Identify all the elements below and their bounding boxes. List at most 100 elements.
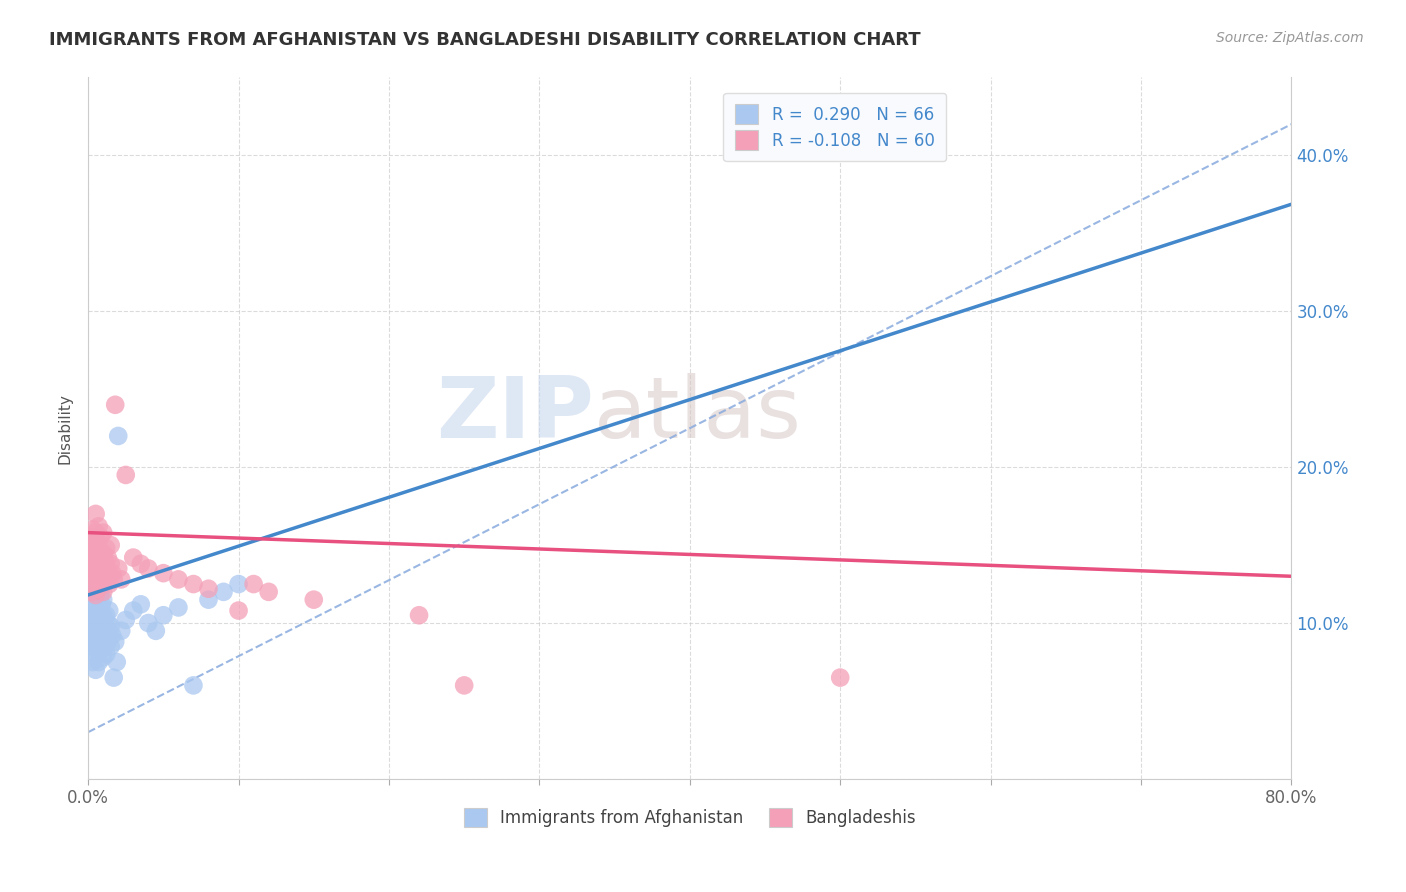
Point — [80, 530, 103, 544]
Point — [93, 554, 115, 568]
Y-axis label: Disability: Disability — [58, 392, 72, 464]
Point — [830, 671, 852, 685]
Point — [87, 597, 110, 611]
Point — [93, 573, 115, 587]
Point — [84, 592, 107, 607]
Point — [90, 577, 112, 591]
Point — [82, 585, 104, 599]
Point — [453, 678, 475, 692]
Text: ZIP: ZIP — [436, 373, 593, 456]
Point — [228, 577, 250, 591]
Point — [82, 523, 104, 537]
Point — [101, 628, 124, 642]
Point — [104, 398, 127, 412]
Point — [105, 655, 128, 669]
Text: Source: ZipAtlas.com: Source: ZipAtlas.com — [1216, 31, 1364, 45]
Point — [89, 644, 111, 658]
Point — [114, 467, 136, 482]
Point — [408, 608, 430, 623]
Point — [110, 573, 132, 587]
Point — [100, 538, 122, 552]
Point — [96, 561, 118, 575]
Point — [84, 608, 107, 623]
Point — [96, 608, 118, 623]
Point — [83, 647, 105, 661]
Point — [91, 608, 114, 623]
Point — [129, 557, 152, 571]
Point — [82, 585, 104, 599]
Point — [90, 615, 112, 630]
Point — [90, 597, 112, 611]
Point — [89, 530, 111, 544]
Point — [152, 566, 174, 581]
Point — [84, 577, 107, 591]
Point — [107, 429, 129, 443]
Point — [91, 566, 114, 581]
Point — [183, 678, 205, 692]
Point — [86, 535, 108, 549]
Point — [83, 557, 105, 571]
Point — [93, 640, 115, 654]
Point — [91, 592, 114, 607]
Point — [84, 588, 107, 602]
Point — [212, 585, 235, 599]
Point — [152, 608, 174, 623]
Point — [129, 597, 152, 611]
Point — [197, 582, 219, 596]
Point — [257, 585, 280, 599]
Point — [96, 628, 118, 642]
Point — [91, 650, 114, 665]
Point — [87, 541, 110, 556]
Text: IMMIGRANTS FROM AFGHANISTAN VS BANGLADESHI DISABILITY CORRELATION CHART: IMMIGRANTS FROM AFGHANISTAN VS BANGLADES… — [49, 31, 921, 49]
Point — [100, 557, 122, 571]
Point — [86, 634, 108, 648]
Point — [100, 619, 122, 633]
Point — [167, 573, 190, 587]
Point — [84, 663, 107, 677]
Point — [104, 634, 127, 648]
Point — [87, 613, 110, 627]
Point — [136, 615, 159, 630]
Point — [87, 519, 110, 533]
Point — [84, 507, 107, 521]
Point — [83, 603, 105, 617]
Point — [302, 592, 325, 607]
Text: atlas: atlas — [593, 373, 801, 456]
Point — [89, 569, 111, 583]
Point — [183, 577, 205, 591]
Point — [98, 577, 121, 591]
Point — [86, 554, 108, 568]
Point — [83, 588, 105, 602]
Point — [80, 640, 103, 654]
Point — [197, 592, 219, 607]
Point — [84, 624, 107, 638]
Point — [80, 569, 103, 583]
Legend: Immigrants from Afghanistan, Bangladeshis: Immigrants from Afghanistan, Bangladeshi… — [457, 801, 922, 834]
Point — [107, 561, 129, 575]
Point — [86, 585, 108, 599]
Point — [136, 561, 159, 575]
Point — [96, 541, 118, 556]
Point — [80, 592, 103, 607]
Point — [114, 613, 136, 627]
Point — [98, 624, 121, 638]
Point — [97, 634, 120, 648]
Point — [110, 624, 132, 638]
Point — [89, 603, 111, 617]
Point — [84, 546, 107, 560]
Point — [87, 561, 110, 575]
Point — [87, 655, 110, 669]
Point — [82, 561, 104, 575]
Point — [228, 603, 250, 617]
Point — [82, 655, 104, 669]
Point — [100, 640, 122, 654]
Point — [80, 546, 103, 560]
Point — [84, 640, 107, 654]
Point — [90, 557, 112, 571]
Point — [89, 624, 111, 638]
Point — [93, 619, 115, 633]
Point — [83, 624, 105, 638]
Point — [167, 600, 190, 615]
Point — [145, 624, 167, 638]
Point — [96, 647, 118, 661]
